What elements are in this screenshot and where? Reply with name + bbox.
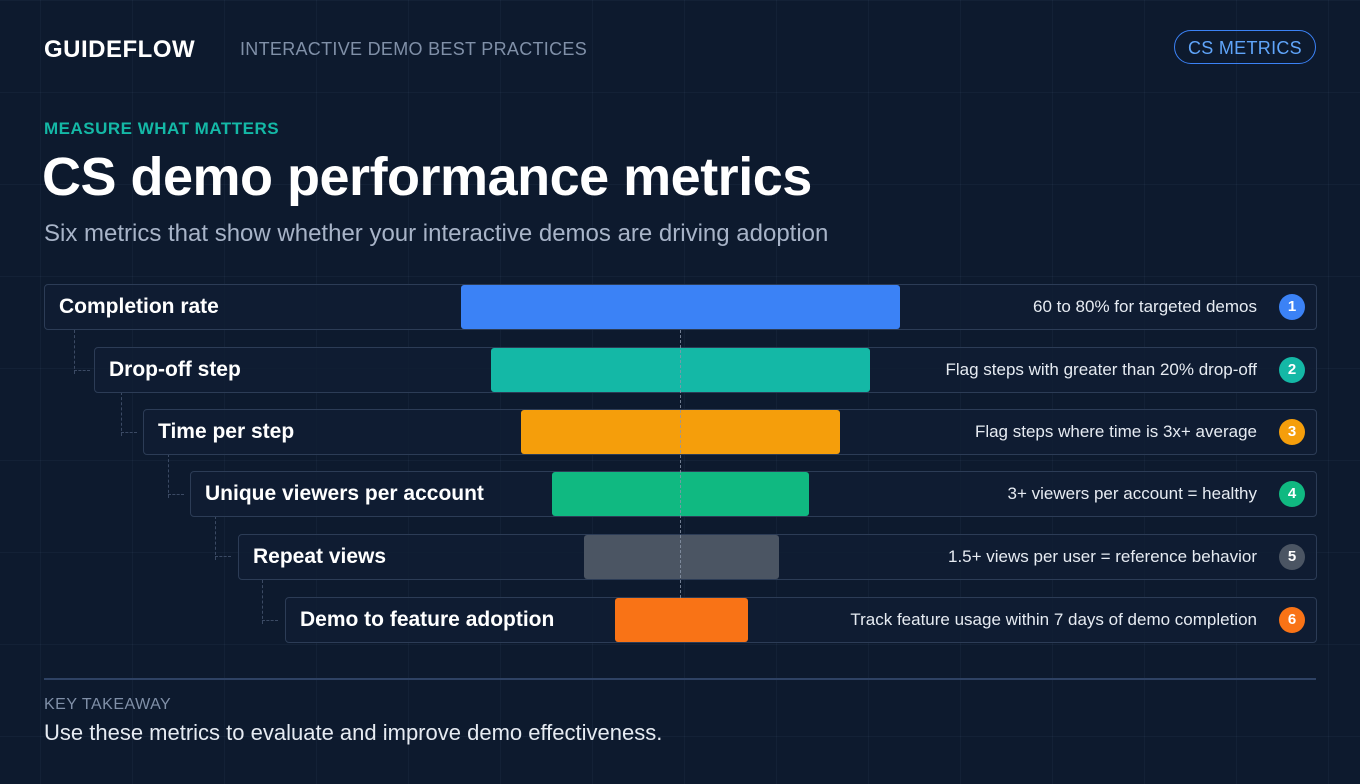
metric-row: Unique viewers per account 3+ viewers pe… [190,471,1317,517]
eyebrow-label: MEASURE WHAT MATTERS [44,119,280,138]
metric-number-badge: 3 [1279,419,1305,445]
divider [44,678,1316,680]
metric-row: Completion rate 60 to 80% for targeted d… [44,284,1317,330]
metric-row: Demo to feature adoption Track feature u… [285,597,1317,643]
header-subtitle: INTERACTIVE DEMO BEST PRACTICES [240,39,588,59]
metric-row: Drop-off step Flag steps with greater th… [94,347,1317,393]
metric-bar [491,348,870,392]
metric-label: Unique viewers per account [205,482,484,505]
takeaway-text: Use these metrics to evaluate and improv… [44,720,663,745]
page-subtitle: Six metrics that show whether your inter… [44,220,829,247]
metric-description: 3+ viewers per account = healthy [1007,484,1257,503]
metric-description: Flag steps where time is 3x+ average [974,422,1257,441]
metric-row: Time per step Flag steps where time is 3… [143,409,1317,455]
header: GUIDEFLOW INTERACTIVE DEMO BEST PRACTICE… [44,30,1316,70]
metric-number-badge: 1 [1279,294,1305,320]
metric-bar [521,410,840,454]
metric-number-badge: 4 [1279,481,1305,507]
metric-label: Time per step [158,420,295,443]
metric-row: Repeat views 1.5+ views per user = refer… [238,534,1317,580]
metric-number-badge: 5 [1279,544,1305,570]
metric-description: 1.5+ views per user = reference behavior [947,547,1257,566]
metric-number-badge: 6 [1279,607,1305,633]
metric-label: Completion rate [59,295,219,318]
metric-description: Flag steps with greater than 20% drop-of… [945,360,1257,379]
category-badge: CS METRICS [1173,30,1316,64]
metric-number-badge: 2 [1279,357,1305,383]
metric-bar [461,285,900,329]
brand-logo: GUIDEFLOW [44,36,196,63]
metric-description: 60 to 80% for targeted demos [1033,297,1257,316]
metric-bar [552,472,809,516]
metric-label: Repeat views [253,545,387,568]
metric-bar [584,535,779,579]
metric-description: Track feature usage within 7 days of dem… [850,610,1257,629]
metric-label: Drop-off step [109,358,241,381]
takeaway-label: KEY TAKEAWAY [44,696,172,713]
metric-bar [615,598,748,642]
metric-label: Demo to feature adoption [300,608,555,631]
page-title: CS demo performance metrics [42,147,812,207]
